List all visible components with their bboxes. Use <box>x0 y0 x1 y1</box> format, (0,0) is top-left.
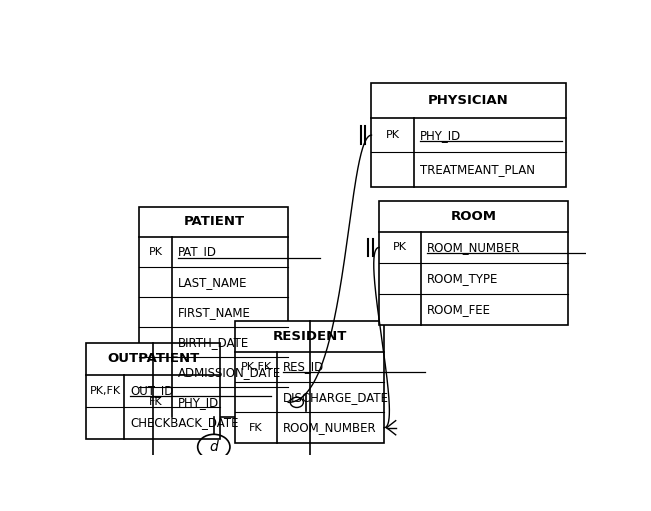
Text: DISCHARGE_DATE: DISCHARGE_DATE <box>283 391 389 404</box>
Text: PK: PK <box>386 130 400 140</box>
Text: ROOM_FEE: ROOM_FEE <box>426 303 491 316</box>
Text: FK: FK <box>249 423 263 433</box>
Text: PK: PK <box>393 243 407 252</box>
Text: BIRTH_DATE: BIRTH_DATE <box>178 336 249 349</box>
Text: ROOM_NUMBER: ROOM_NUMBER <box>426 241 520 254</box>
Text: PK,FK: PK,FK <box>90 386 120 396</box>
Text: LAST_NAME: LAST_NAME <box>178 275 247 289</box>
Text: RESIDENT: RESIDENT <box>273 330 347 343</box>
Bar <box>87 343 220 439</box>
Text: ROOM_NUMBER: ROOM_NUMBER <box>283 421 377 434</box>
Bar <box>139 207 288 417</box>
Text: CHECKBACK_DATE: CHECKBACK_DATE <box>130 416 238 429</box>
Text: PK: PK <box>149 247 163 257</box>
Bar <box>379 201 568 325</box>
Text: FIRST_NAME: FIRST_NAME <box>178 306 251 319</box>
Text: d: d <box>210 440 218 454</box>
Text: OUTPATIENT: OUTPATIENT <box>107 352 199 365</box>
Text: PHY_ID: PHY_ID <box>178 396 219 409</box>
Text: PHY_ID: PHY_ID <box>421 129 462 142</box>
Text: ROOM_TYPE: ROOM_TYPE <box>426 272 498 285</box>
Text: FK: FK <box>149 398 163 407</box>
Text: ROOM: ROOM <box>450 210 497 223</box>
Bar <box>372 83 566 187</box>
Text: OUT_ID: OUT_ID <box>130 384 173 398</box>
Text: RES_ID: RES_ID <box>283 360 324 373</box>
Text: PHYSICIAN: PHYSICIAN <box>428 94 509 107</box>
Text: ADMISSION_DATE: ADMISSION_DATE <box>178 366 281 379</box>
Text: PAT_ID: PAT_ID <box>178 245 217 259</box>
Text: TREATMEANT_PLAN: TREATMEANT_PLAN <box>421 164 535 176</box>
Bar <box>235 321 384 443</box>
Text: PK,FK: PK,FK <box>240 362 271 371</box>
Text: PATIENT: PATIENT <box>183 216 244 228</box>
